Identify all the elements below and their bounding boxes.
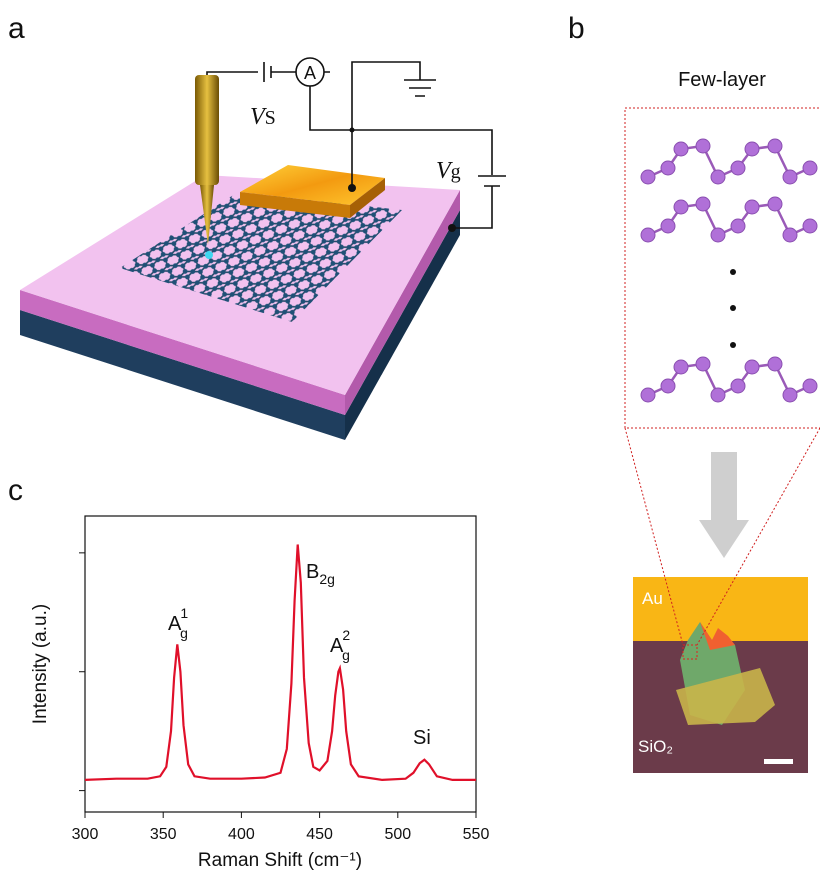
atom bbox=[745, 200, 759, 214]
ammeter-label: A bbox=[304, 63, 316, 83]
s: S bbox=[265, 107, 276, 129]
atom bbox=[731, 379, 745, 393]
peak-sub: 2g bbox=[319, 571, 335, 587]
ellipsis bbox=[730, 269, 736, 275]
atom bbox=[641, 228, 655, 242]
ellipsis bbox=[730, 342, 736, 348]
atom bbox=[803, 219, 817, 233]
junction bbox=[350, 128, 355, 133]
x-axis-label: Raman Shift (cm⁻¹) bbox=[198, 850, 362, 871]
au-label: Au bbox=[642, 589, 663, 608]
panel-title: Few-layer bbox=[678, 69, 766, 91]
atom bbox=[661, 379, 675, 393]
peak-sub: g bbox=[342, 647, 350, 663]
atom bbox=[768, 139, 782, 153]
atom bbox=[745, 360, 759, 374]
atom bbox=[783, 170, 797, 184]
vg-label: Vg bbox=[436, 158, 461, 184]
x-tick-label: 400 bbox=[228, 826, 255, 843]
g: g bbox=[451, 161, 461, 183]
atom bbox=[641, 170, 655, 184]
panel-label: c bbox=[8, 474, 23, 507]
peak-sup: 1 bbox=[180, 605, 188, 621]
panel-label: a bbox=[8, 12, 25, 45]
x-tick-label: 550 bbox=[463, 826, 490, 843]
atom bbox=[745, 142, 759, 156]
atom bbox=[696, 357, 710, 371]
atom bbox=[803, 161, 817, 175]
atom bbox=[674, 142, 688, 156]
peak-label: B2g bbox=[306, 561, 335, 587]
atom bbox=[768, 197, 782, 211]
figure: a A VS Vg b Few-layer bbox=[0, 0, 820, 872]
atom bbox=[661, 161, 675, 175]
atom bbox=[674, 200, 688, 214]
peak-name: Si bbox=[413, 727, 431, 749]
atom bbox=[696, 197, 710, 211]
x-tick-label: 350 bbox=[150, 826, 177, 843]
atom bbox=[711, 228, 725, 242]
atom bbox=[641, 388, 655, 402]
x-tick-label: 500 bbox=[384, 826, 411, 843]
peak-label: Si bbox=[413, 727, 431, 749]
peak-sub: g bbox=[180, 625, 188, 641]
vs-label: VS bbox=[250, 104, 276, 130]
atom bbox=[711, 388, 725, 402]
tip-spot bbox=[205, 251, 213, 259]
x-tick-label: 450 bbox=[306, 826, 333, 843]
peak-sup: 2 bbox=[342, 627, 350, 643]
contact bbox=[348, 184, 356, 192]
panel-label: b bbox=[568, 12, 585, 45]
atom bbox=[783, 388, 797, 402]
y-axis-label: Intensity (a.u.) bbox=[30, 604, 51, 724]
atom bbox=[731, 161, 745, 175]
atom bbox=[674, 360, 688, 374]
atom bbox=[803, 379, 817, 393]
ellipsis bbox=[730, 305, 736, 311]
scale-bar bbox=[764, 759, 793, 764]
sio2-label: SiO₂ bbox=[638, 737, 673, 756]
contact bbox=[448, 224, 456, 232]
arrow bbox=[699, 520, 749, 558]
panel-a: a A VS Vg bbox=[8, 12, 506, 440]
panel-b: b Few-layer Au SiO₂ bbox=[568, 12, 820, 773]
atom bbox=[661, 219, 675, 233]
tip-holder bbox=[195, 75, 219, 185]
x-tick-label: 300 bbox=[72, 826, 99, 843]
atom bbox=[783, 228, 797, 242]
arrow bbox=[711, 452, 737, 522]
atom bbox=[711, 170, 725, 184]
atom bbox=[768, 357, 782, 371]
zoom-box bbox=[625, 108, 820, 428]
peak-name: B bbox=[306, 561, 319, 583]
panel-c: c Raman Shift (cm⁻¹) Intensity (a.u.) 30… bbox=[8, 474, 489, 871]
atom bbox=[696, 139, 710, 153]
atom bbox=[731, 219, 745, 233]
